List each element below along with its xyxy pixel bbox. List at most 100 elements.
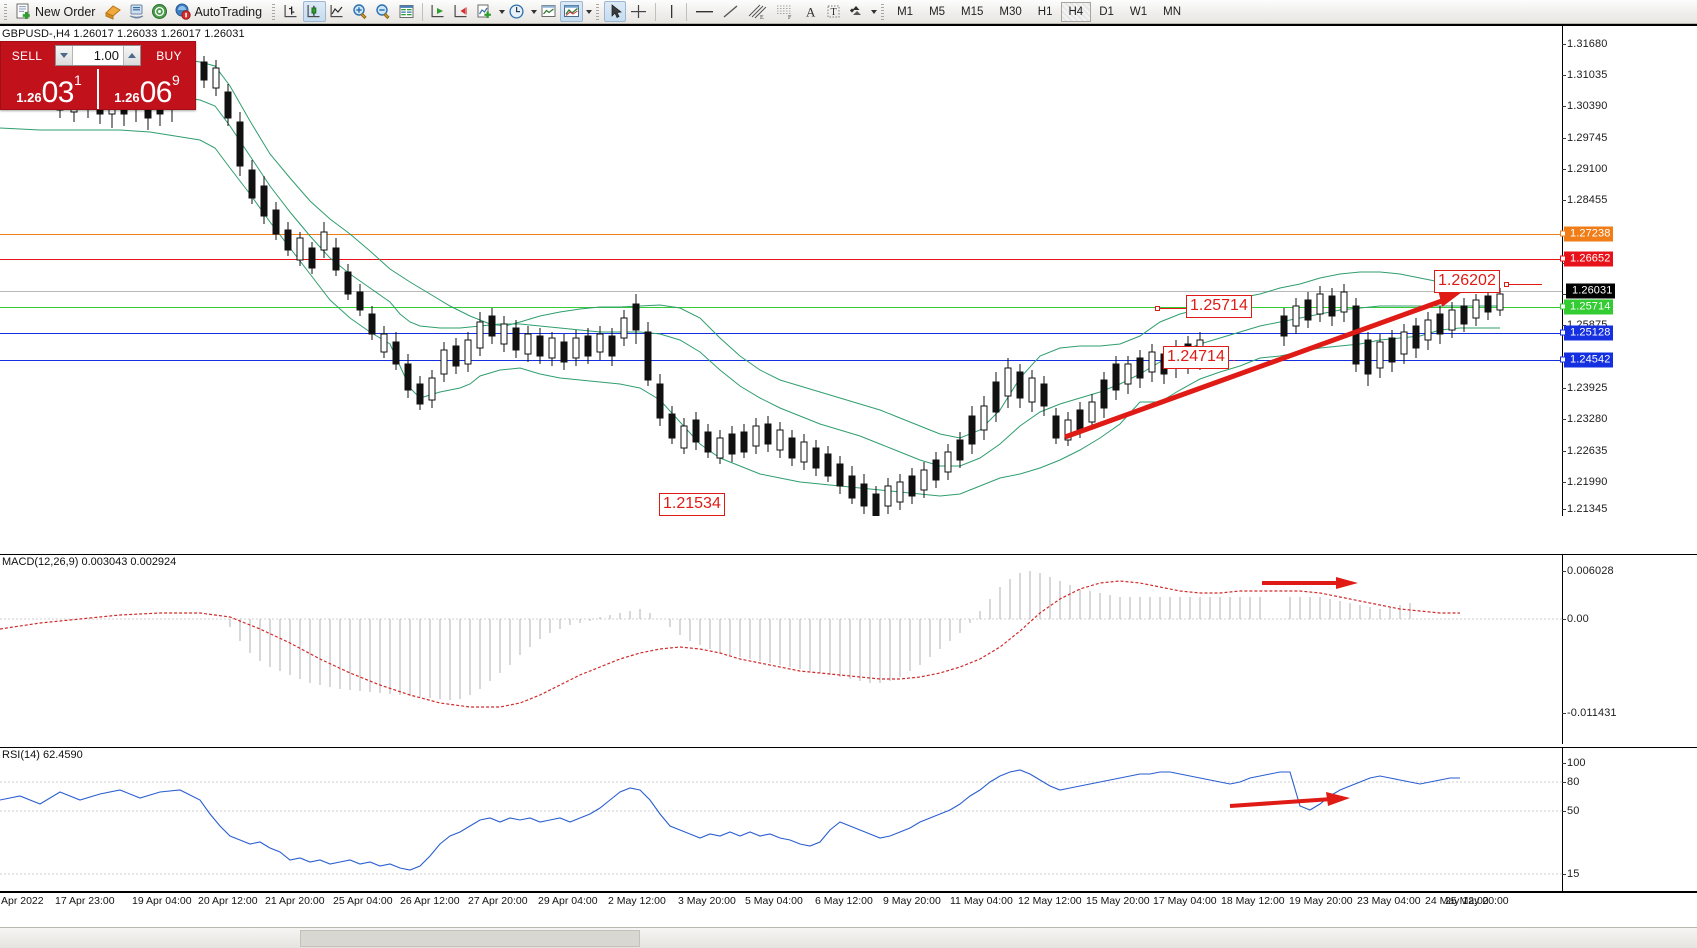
svg-text:T: T bbox=[831, 7, 837, 18]
macd-histogram bbox=[229, 571, 1411, 700]
horizontal-line-button[interactable] bbox=[691, 1, 718, 22]
time-axis[interactable]: Apr 2022 17 Apr 23:00 19 Apr 04:00 20 Ap… bbox=[0, 891, 1697, 929]
crosshair-button[interactable] bbox=[626, 1, 651, 22]
rsi-series bbox=[0, 769, 1562, 875]
sell-button[interactable]: SELL bbox=[11, 48, 43, 63]
new-order-button[interactable]: New Order bbox=[12, 1, 101, 22]
indicators-icon bbox=[477, 4, 491, 18]
data-window-button[interactable] bbox=[395, 1, 418, 22]
toolbar-grip[interactable] bbox=[3, 2, 9, 21]
toolbar-grip-2[interactable] bbox=[271, 2, 278, 21]
zoom-in-button[interactable] bbox=[349, 1, 372, 22]
fibonacci-button[interactable]: F bbox=[771, 1, 799, 22]
horizontal-line-icon bbox=[696, 11, 714, 13]
autotrading-icon bbox=[175, 3, 192, 20]
chart-shift-button[interactable] bbox=[450, 1, 473, 22]
zoom-out-button[interactable] bbox=[372, 1, 395, 22]
chart-template-button[interactable] bbox=[560, 1, 584, 22]
rsi-pane[interactable]: RSI(14) 62.4590 100 80 50 15 bbox=[0, 747, 1697, 891]
zoom-in-icon bbox=[353, 4, 367, 20]
line-chart-button[interactable] bbox=[326, 1, 349, 22]
shapes-button[interactable] bbox=[845, 1, 868, 22]
timeframe-h4[interactable]: H4 bbox=[1060, 1, 1092, 22]
volume-stepper[interactable]: 1.00 bbox=[55, 45, 141, 66]
signals-button[interactable] bbox=[148, 1, 171, 22]
trend-arrow-rsi[interactable] bbox=[1229, 792, 1350, 808]
buy-price-quote[interactable]: 1.26 06 9 bbox=[97, 69, 195, 109]
price-tag-green[interactable]: 1.25714 bbox=[1560, 299, 1614, 315]
annotation-1-24714[interactable]: 1.24714 bbox=[1163, 346, 1229, 369]
candlestick-chart-button[interactable] bbox=[303, 1, 327, 22]
equidistant-channel-button[interactable]: E bbox=[743, 1, 771, 22]
price-tick: 1.31680 bbox=[1567, 38, 1608, 50]
annotation-1-25714[interactable]: 1.25714 bbox=[1186, 295, 1252, 318]
mql5-community-button[interactable] bbox=[125, 1, 148, 22]
volume-increment-button[interactable] bbox=[123, 46, 140, 65]
order-line-orange[interactable] bbox=[0, 234, 1562, 235]
one-click-trading-panel[interactable]: SELL 1.00 BUY 1.26 03 1 1.26 bbox=[0, 41, 196, 110]
toolbar-grip-3[interactable] bbox=[595, 2, 602, 21]
buy-button[interactable]: BUY bbox=[156, 48, 182, 63]
trendline-button[interactable] bbox=[718, 1, 743, 22]
annotation-1-26202[interactable]: 1.26202 bbox=[1434, 270, 1500, 293]
templates-button[interactable] bbox=[537, 1, 560, 22]
price-tag-blue-1[interactable]: 1.25128 bbox=[1560, 325, 1614, 341]
time-label: 24 May 12:00 bbox=[1425, 895, 1489, 907]
indicators-button[interactable] bbox=[473, 1, 496, 22]
annotation-1-21534[interactable]: 1.21534 bbox=[659, 493, 725, 516]
price-tick: 1.29745 bbox=[1567, 132, 1608, 144]
sell-price-quote[interactable]: 1.26 03 1 bbox=[1, 69, 97, 109]
timeframe-h1[interactable]: H1 bbox=[1037, 5, 1053, 18]
time-label: Apr 2022 bbox=[1, 895, 44, 907]
sell-price-prefix: 1.26 bbox=[16, 90, 42, 105]
trend-arrow-price[interactable] bbox=[1064, 285, 1462, 440]
text-button[interactable]: A bbox=[799, 1, 822, 22]
indicators-chevron-down-icon[interactable] bbox=[499, 9, 506, 14]
timeframe-m5[interactable]: M5 bbox=[929, 5, 946, 18]
price-tick: 1.30390 bbox=[1567, 100, 1608, 112]
chart-area[interactable]: 1.31680 1.31035 1.30390 1.29745 1.29100 … bbox=[0, 24, 1697, 929]
order-line-blue-2[interactable] bbox=[0, 360, 1562, 361]
price-tick: 1.23925 bbox=[1567, 382, 1608, 394]
bollinger-middle bbox=[0, 85, 1500, 467]
line-chart-icon bbox=[330, 5, 343, 18]
expert-advisors-button[interactable] bbox=[101, 1, 125, 22]
volume-decrement-button[interactable] bbox=[56, 46, 73, 65]
toolbar-grip-4[interactable] bbox=[880, 2, 887, 21]
price-tag-red[interactable]: 1.26652 bbox=[1560, 251, 1614, 267]
periods-chevron-down-icon[interactable] bbox=[531, 9, 538, 14]
trend-arrow-macd[interactable] bbox=[1262, 577, 1358, 589]
rsi-tick: 50 bbox=[1567, 805, 1580, 817]
timeframe-mn[interactable]: MN bbox=[1163, 5, 1182, 18]
vertical-line-button[interactable] bbox=[660, 1, 682, 22]
order-line-red[interactable] bbox=[0, 259, 1562, 260]
bar-chart-button[interactable] bbox=[280, 1, 303, 22]
chart-template-chevron-down-icon[interactable] bbox=[586, 9, 593, 14]
macd-pane[interactable]: MACD(12,26,9) 0.003043 0.002924 0.006028… bbox=[0, 554, 1697, 744]
timeframe-w1[interactable]: W1 bbox=[1129, 5, 1148, 18]
volume-input[interactable]: 1.00 bbox=[93, 48, 119, 63]
auto-scroll-button[interactable] bbox=[427, 1, 450, 22]
timeframe-m15[interactable]: M15 bbox=[961, 5, 984, 18]
time-label: 23 May 04:00 bbox=[1357, 895, 1421, 907]
price-tick: 1.21345 bbox=[1567, 503, 1608, 515]
price-tag-blue-2[interactable]: 1.24542 bbox=[1560, 352, 1614, 368]
price-pane[interactable]: 1.31680 1.31035 1.30390 1.29745 1.29100 … bbox=[0, 26, 1697, 516]
shapes-chevron-down-icon[interactable] bbox=[871, 9, 878, 14]
timeframe-d1[interactable]: D1 bbox=[1099, 5, 1114, 18]
price-tag-orange[interactable]: 1.27238 bbox=[1560, 226, 1614, 242]
time-label: 18 May 12:00 bbox=[1221, 895, 1285, 907]
autotrading-button[interactable]: AutoTrading bbox=[171, 1, 268, 22]
order-line-blue-1[interactable] bbox=[0, 333, 1562, 334]
macd-series bbox=[0, 571, 1562, 708]
periods-button[interactable] bbox=[505, 1, 528, 22]
timeframe-m30[interactable]: M30 bbox=[999, 5, 1022, 18]
timeframe-m1[interactable]: M1 bbox=[897, 5, 914, 18]
cursor-button[interactable] bbox=[604, 1, 627, 22]
bollinger-bands bbox=[0, 43, 1500, 497]
order-line-green[interactable] bbox=[0, 307, 1562, 308]
price-tick: 1.21990 bbox=[1567, 476, 1608, 488]
time-label: 17 Apr 23:00 bbox=[55, 895, 115, 907]
text-label-button[interactable]: T bbox=[822, 1, 845, 22]
time-label: 11 May 04:00 bbox=[950, 895, 1013, 907]
